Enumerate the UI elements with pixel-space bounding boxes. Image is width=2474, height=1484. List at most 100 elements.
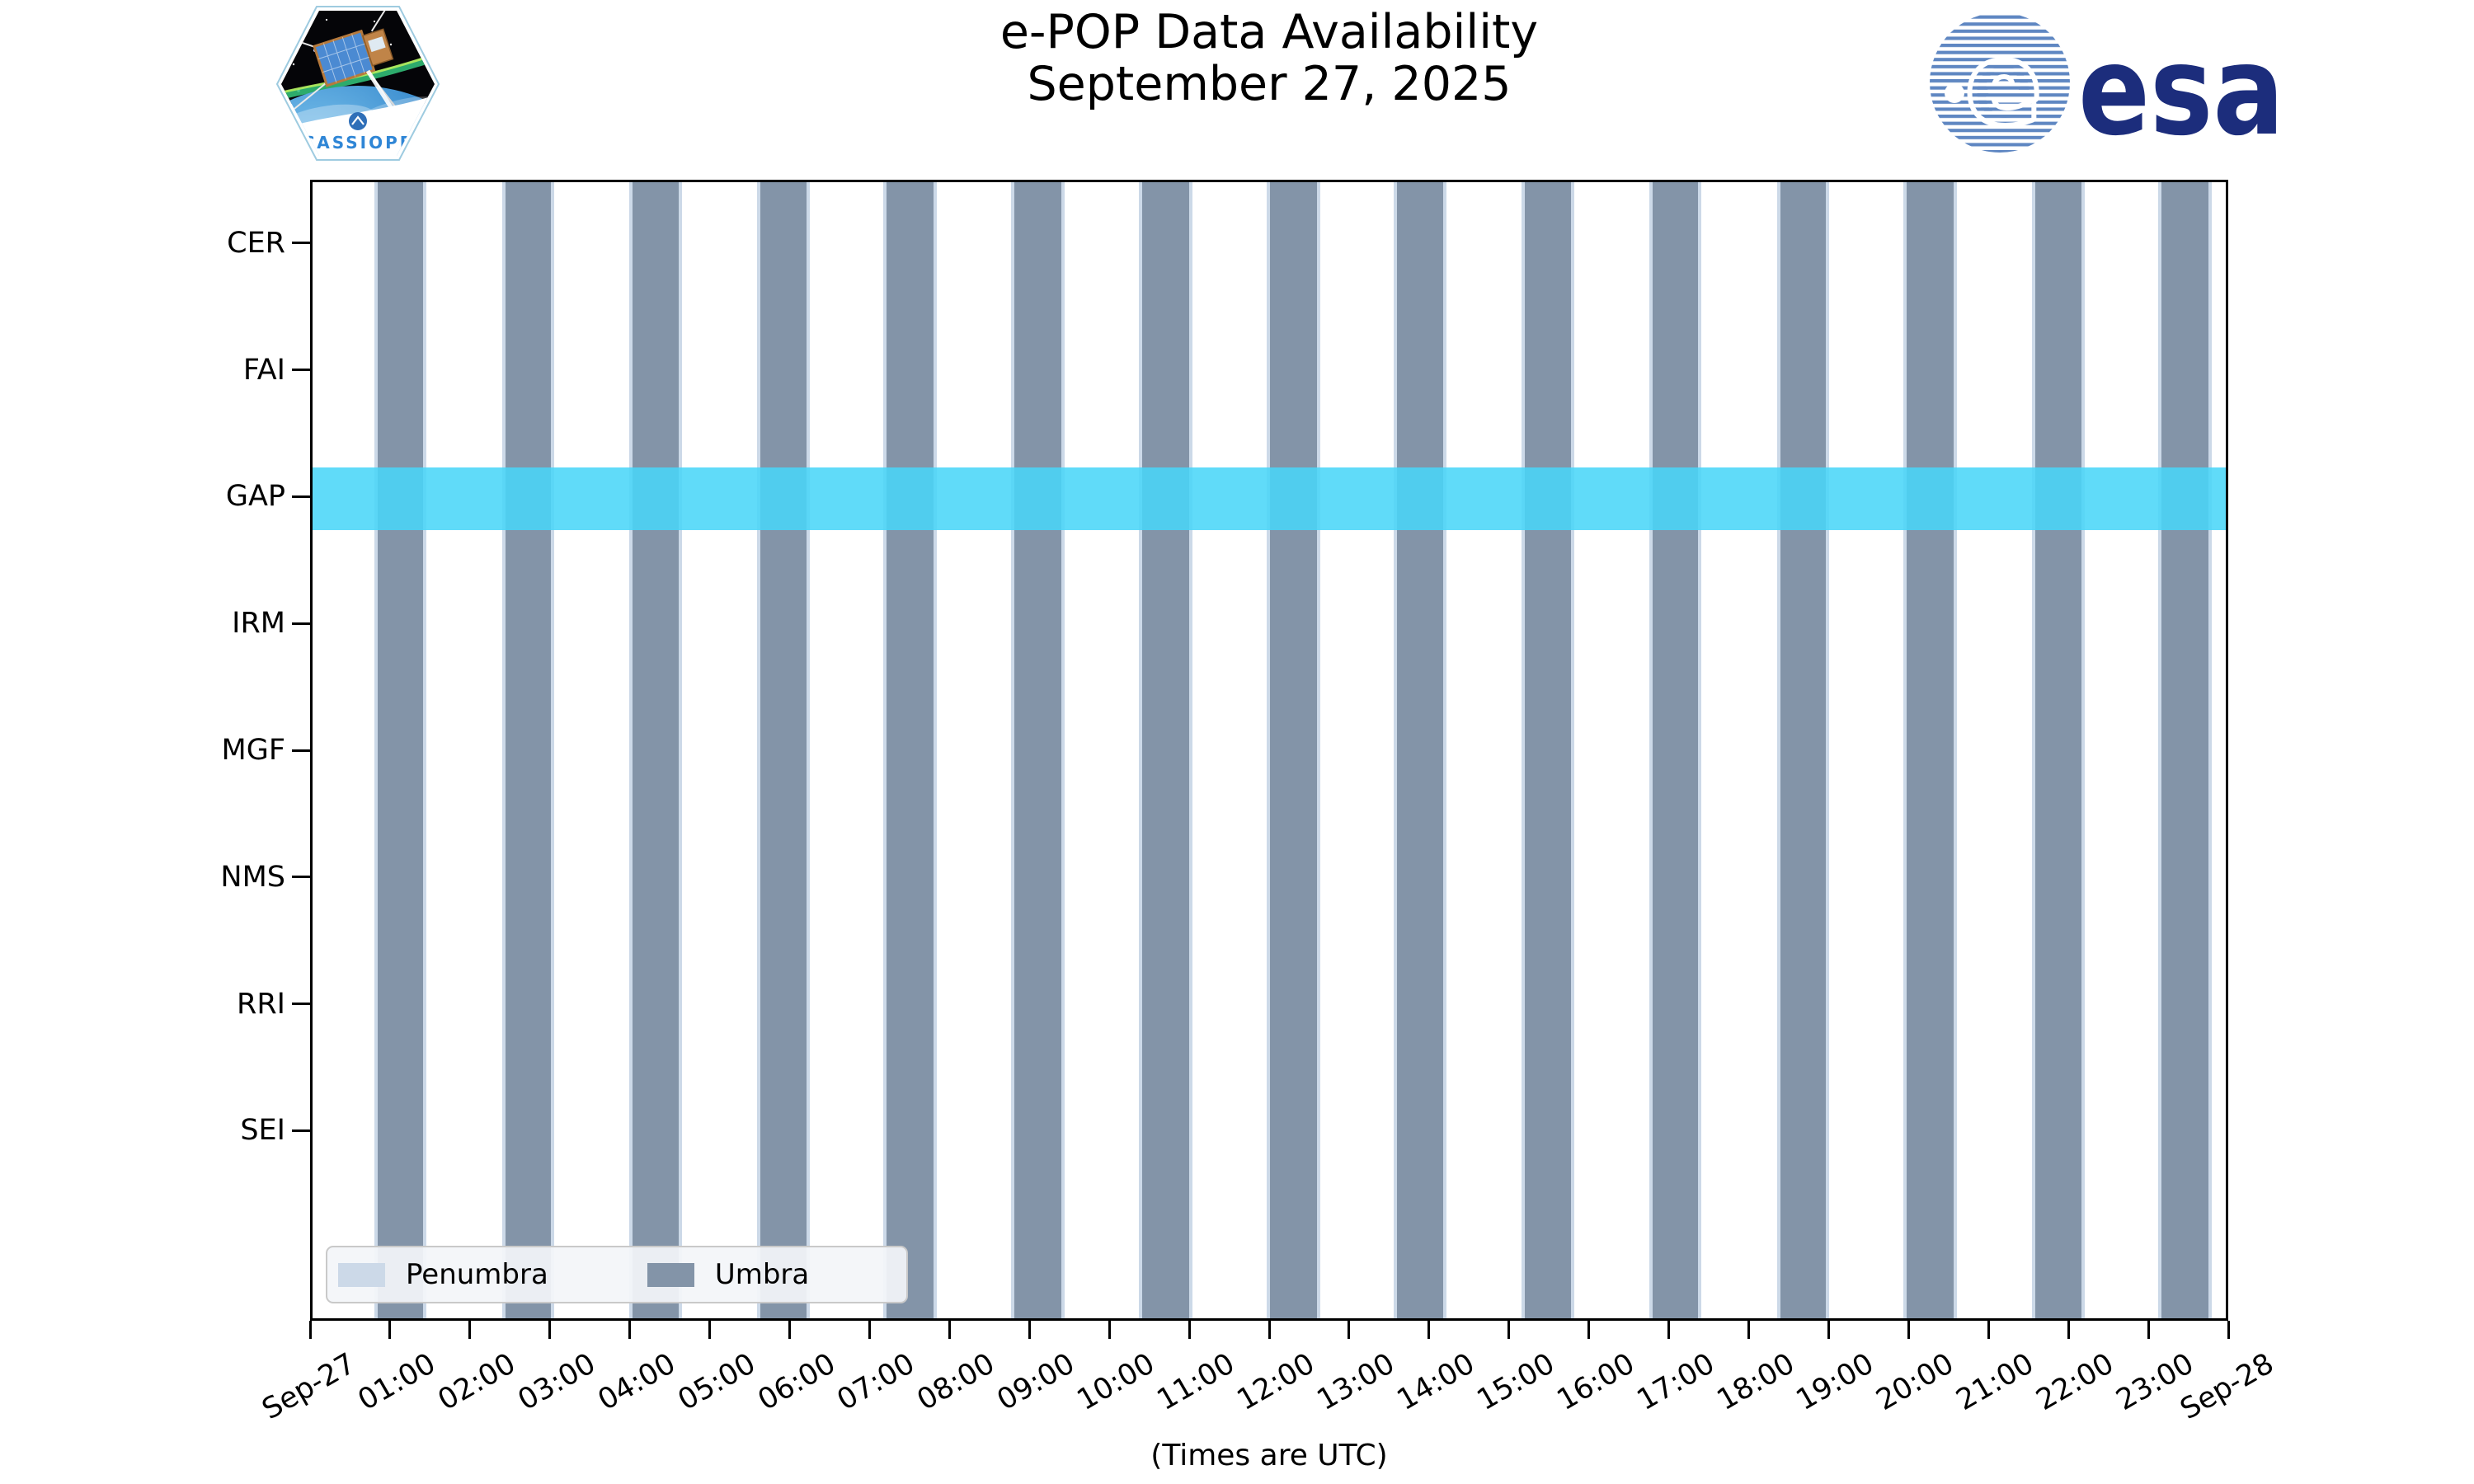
gap-availability-band xyxy=(313,467,2226,531)
x-tick-label: 07:00 xyxy=(832,1347,921,1418)
y-tick-label: IRM xyxy=(232,607,285,641)
umbra-bar xyxy=(2031,182,2086,1318)
x-tick xyxy=(2147,1321,2150,1339)
chart-subtitle: September 27, 2025 xyxy=(1027,57,1512,111)
x-tick-label: 10:00 xyxy=(1071,1347,1161,1418)
x-tick xyxy=(388,1321,392,1339)
x-tick-label: 22:00 xyxy=(2030,1347,2120,1418)
esa-globe-dot xyxy=(1945,83,1964,103)
umbra-bar xyxy=(756,182,811,1318)
x-tick xyxy=(1108,1321,1111,1339)
x-tick-label: 03:00 xyxy=(512,1347,601,1418)
esa-globe-icon xyxy=(1930,12,2070,153)
umbra-bar xyxy=(1393,182,1447,1318)
umbra-bar xyxy=(1011,182,1065,1318)
patch-aurora xyxy=(281,52,435,101)
x-tick-label: 13:00 xyxy=(1311,1347,1400,1418)
csa-logo xyxy=(349,112,367,130)
patch-mission-name: CASSIOPE xyxy=(303,133,414,153)
x-tick xyxy=(2227,1321,2230,1339)
umbra-bar xyxy=(1139,182,1192,1318)
umbra-bar xyxy=(883,182,937,1318)
legend: Penumbra Umbra xyxy=(326,1246,908,1303)
x-tick xyxy=(1907,1321,1910,1339)
y-tick xyxy=(292,622,310,625)
y-tick xyxy=(292,369,310,372)
x-tick xyxy=(1827,1321,1830,1339)
x-tick-label: 09:00 xyxy=(991,1347,1081,1418)
x-tick-label: 19:00 xyxy=(1791,1347,1880,1418)
x-tick xyxy=(1747,1321,1750,1339)
y-tick xyxy=(292,1129,310,1132)
x-tick-label: 04:00 xyxy=(592,1347,681,1418)
penumbra-legend-swatch xyxy=(338,1262,385,1287)
x-tick-label: 08:00 xyxy=(911,1347,1001,1418)
cassiope-mission-patch: CASSIOPE xyxy=(275,6,440,161)
x-axis-caption: (Times are UTC) xyxy=(1150,1439,1388,1472)
x-tick-label: Sep-27 xyxy=(256,1347,361,1427)
x-tick xyxy=(1268,1321,1271,1339)
esa-globe-e: e xyxy=(1968,24,2039,147)
umbra-bar xyxy=(628,182,683,1318)
x-tick xyxy=(948,1321,951,1339)
x-tick xyxy=(1427,1321,1431,1339)
x-tick-label: 01:00 xyxy=(352,1347,441,1418)
y-tick xyxy=(292,749,310,752)
x-tick-label: 12:00 xyxy=(1231,1347,1320,1418)
x-tick-label: 15:00 xyxy=(1471,1347,1560,1418)
x-tick xyxy=(2067,1321,2070,1339)
x-tick-label: 16:00 xyxy=(1551,1347,1640,1418)
umbra-bar xyxy=(1777,182,1829,1318)
x-tick-label: 11:00 xyxy=(1151,1347,1241,1418)
umbra-bar xyxy=(374,182,427,1318)
chart-title: e-POP Data Availability xyxy=(999,5,1539,59)
x-tick xyxy=(1348,1321,1351,1339)
x-tick-label: 17:00 xyxy=(1631,1347,1720,1418)
x-tick-label: 06:00 xyxy=(752,1347,841,1418)
y-tick-label: MGF xyxy=(221,734,285,767)
x-tick-label: 02:00 xyxy=(432,1347,521,1418)
y-tick xyxy=(292,495,310,498)
y-tick-label: FAI xyxy=(242,353,285,387)
x-tick-label: 21:00 xyxy=(1950,1347,2040,1418)
x-tick-label: 20:00 xyxy=(1870,1347,1960,1418)
x-tick xyxy=(788,1321,791,1339)
umbra-bar xyxy=(502,182,555,1318)
y-tick-label: RRI xyxy=(237,987,285,1021)
y-tick-label: NMS xyxy=(220,860,285,894)
x-tick xyxy=(1987,1321,1990,1339)
x-tick-label: Sep-28 xyxy=(2175,1347,2279,1427)
x-tick xyxy=(1188,1321,1191,1339)
umbra-bar xyxy=(2158,182,2212,1318)
x-tick-label: 14:00 xyxy=(1391,1347,1480,1418)
x-tick xyxy=(308,1321,312,1339)
y-tick xyxy=(292,1003,310,1006)
x-tick xyxy=(468,1321,472,1339)
y-tick xyxy=(292,876,310,879)
x-tick-label: 05:00 xyxy=(672,1347,761,1418)
umbra-bar xyxy=(1267,182,1320,1318)
esa-logo: e esa xyxy=(1930,12,2284,157)
x-tick xyxy=(548,1321,552,1339)
penumbra-legend-label: Penumbra xyxy=(406,1258,548,1291)
y-tick-label: SEI xyxy=(240,1114,285,1148)
x-tick-label: 18:00 xyxy=(1711,1347,1800,1418)
plot-area: Penumbra Umbra xyxy=(310,180,2228,1321)
x-tick xyxy=(1507,1321,1511,1339)
umbra-legend-swatch xyxy=(647,1262,694,1287)
x-tick xyxy=(1028,1321,1031,1339)
umbra-bar xyxy=(1903,182,1958,1318)
x-tick xyxy=(1587,1321,1591,1339)
umbra-legend-label: Umbra xyxy=(714,1258,810,1291)
x-tick xyxy=(708,1321,712,1339)
umbra-bar xyxy=(1649,182,1701,1318)
x-tick xyxy=(868,1321,871,1339)
y-tick-label: GAP xyxy=(225,480,285,514)
umbra-bar xyxy=(1521,182,1575,1318)
esa-wordmark: esa xyxy=(2078,20,2284,157)
x-tick xyxy=(628,1321,632,1339)
y-tick-label: CER xyxy=(227,226,285,260)
y-tick xyxy=(292,242,310,245)
chart-title-block: e-POP Data Availability September 27, 20… xyxy=(310,7,2228,110)
